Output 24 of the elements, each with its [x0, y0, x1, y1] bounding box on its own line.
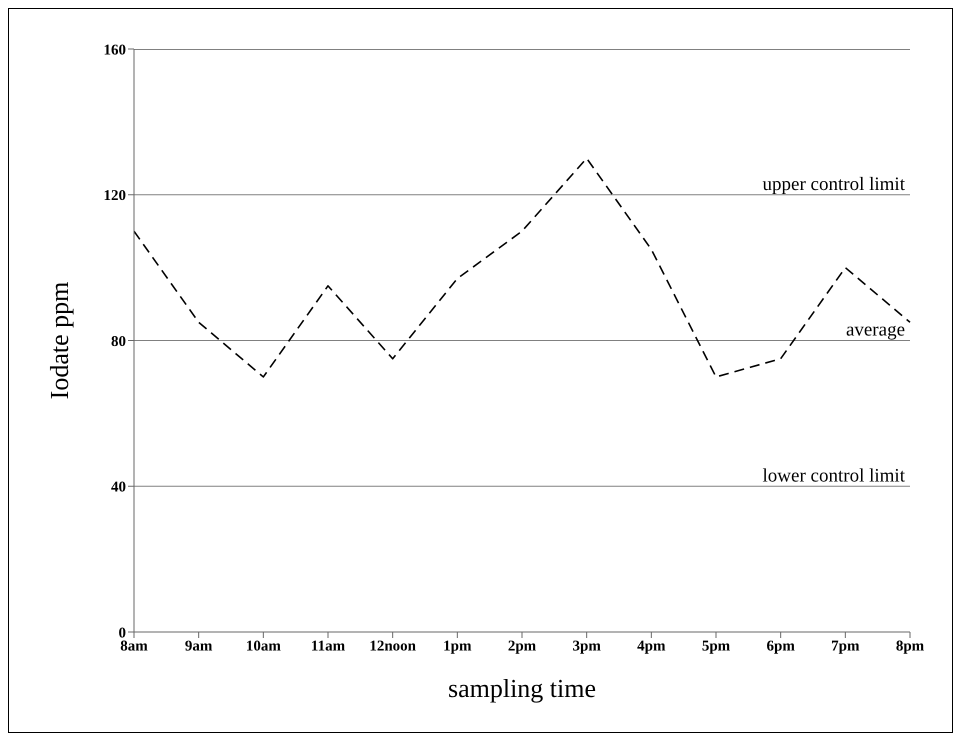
x-tick-label: 6pm [766, 638, 796, 655]
x-tick-label: 9am [184, 638, 213, 655]
x-tick-label: 11am [310, 638, 346, 655]
ref-line-label: upper control limit [762, 174, 906, 195]
x-tick-label: 3pm [572, 638, 602, 655]
y-tick-label: 0 [118, 625, 126, 642]
x-tick-label: 8am [120, 638, 148, 655]
x-tick-label: 2pm [508, 638, 537, 655]
x-tick-label: 8pm [896, 638, 925, 655]
x-tick-label: 12noon [369, 638, 417, 655]
ref-line-label: average [846, 320, 905, 340]
x-tick-label: 5pm [702, 638, 731, 655]
line-series [133, 158, 911, 378]
y-tick-label: 80 [111, 334, 126, 350]
ref-line-label: lower control limit [762, 465, 906, 486]
x-tick-label: 7pm [831, 638, 860, 655]
y-tick-label: 40 [111, 480, 126, 496]
x-tick-label: 1pm [443, 638, 472, 655]
x-tick-label: 10am [246, 638, 282, 655]
x-tick-label: 4pm [637, 638, 666, 655]
x-axis-title: sampling time [448, 674, 596, 703]
y-axis-title: Iodate ppm [45, 282, 74, 400]
y-tick-label: 160 [104, 42, 126, 58]
y-tick-label: 120 [104, 188, 126, 204]
